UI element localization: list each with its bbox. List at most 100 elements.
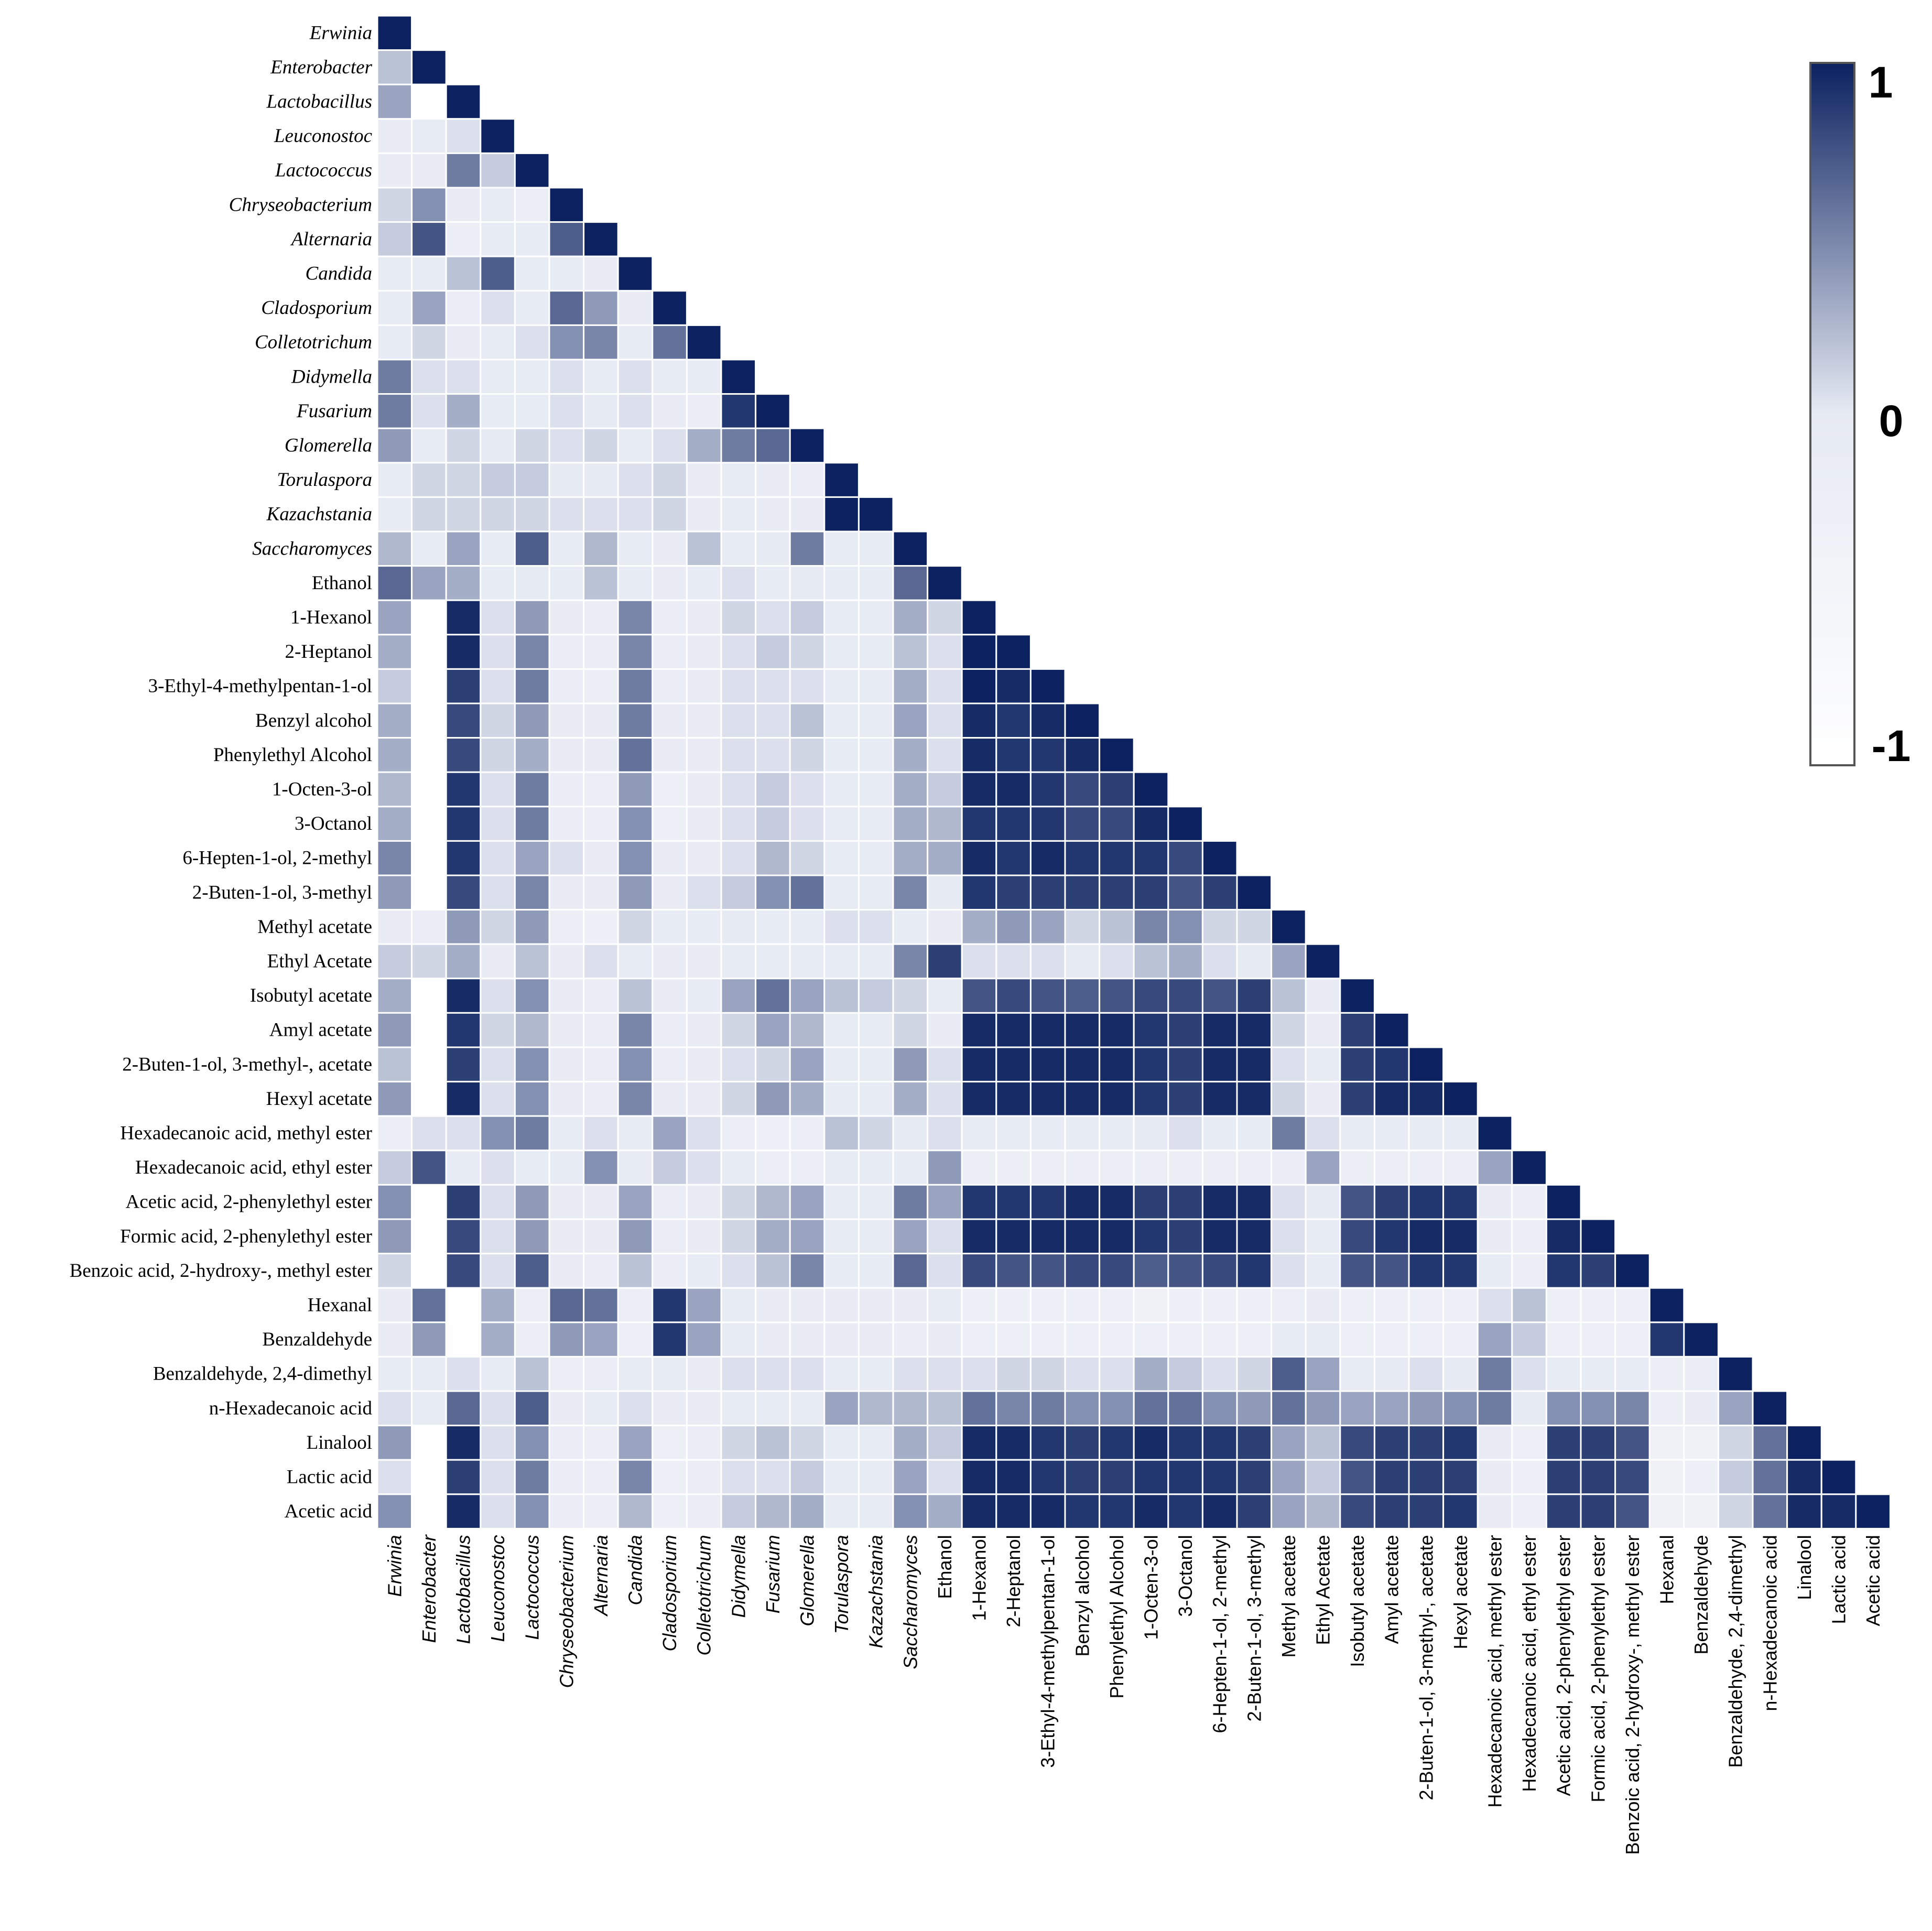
heatmap-cell [376,1115,413,1152]
heatmap-cell [927,668,963,704]
heatmap-cell [445,255,482,292]
heatmap-cell [720,634,757,670]
heatmap-cell [1683,1425,1719,1461]
heatmap-cell [1786,1425,1822,1461]
heatmap-cell [480,187,516,223]
heatmap-cell [617,978,654,1014]
heatmap-cell [686,1321,722,1358]
heatmap-cell [376,1218,413,1255]
heatmap-cell [514,152,550,189]
heatmap-cell [961,668,997,704]
heatmap-cell [1201,1012,1238,1048]
heatmap-cell [823,978,860,1014]
heatmap-cell [1064,702,1101,739]
heatmap-cell [789,1253,826,1289]
heatmap-cell [1271,1184,1307,1220]
heatmap-cell [720,1046,757,1083]
heatmap-cell [858,1425,894,1461]
heatmap-cell [686,565,722,601]
heatmap-cell [1133,1355,1169,1392]
heatmap-cell [652,737,688,773]
heatmap-cell [548,771,585,808]
heatmap-cell [514,462,550,498]
heatmap-cell [858,599,894,636]
heatmap-cell [755,1355,791,1392]
heatmap-cell [445,393,482,429]
heatmap-cell [617,496,654,533]
heatmap-cell [823,909,860,945]
heatmap-cell [583,806,619,842]
heatmap-cell [445,1493,482,1529]
heatmap-cell [548,1390,585,1427]
heatmap-cell [652,324,688,361]
heatmap-cell [1133,1459,1169,1495]
heatmap-cell [995,668,1032,704]
heatmap-cell [1099,1287,1135,1324]
heatmap-cell [1064,1425,1101,1461]
row-label: 2-Buten-1-ol, 3-methyl [192,882,372,903]
heatmap-cell [1029,737,1066,773]
heatmap-cell [1305,1012,1341,1048]
heatmap-cell [961,1012,997,1048]
heatmap-cell [583,530,619,567]
column-label: Acetic acid, 2-phenylethyl ester [1553,1535,1575,1796]
heatmap-cell [548,909,585,945]
heatmap-cell [995,771,1032,808]
heatmap-cell [686,943,722,980]
heatmap-cell [1580,1493,1616,1529]
heatmap-cell [961,1218,997,1255]
heatmap-cell [652,1012,688,1048]
heatmap-cell [995,806,1032,842]
heatmap-cell [480,1287,516,1324]
heatmap-cell [1339,1321,1375,1358]
heatmap-cell [1236,1046,1273,1083]
heatmap-cell [892,1081,929,1117]
heatmap-cell [1648,1459,1685,1495]
heatmap-cell [1133,1253,1169,1289]
heatmap-cell [1339,1287,1375,1324]
heatmap-cell [617,702,654,739]
heatmap-cell [1133,1493,1169,1529]
heatmap-cell [583,290,619,326]
column-label: Hexyl acetate [1450,1535,1471,1649]
heatmap-cell [1511,1149,1547,1186]
heatmap-cell [1271,1321,1307,1358]
heatmap-cell [480,427,516,464]
heatmap-cell [995,1149,1032,1186]
heatmap-cell [548,1012,585,1048]
heatmap-cell [1545,1253,1582,1289]
heatmap-cell [686,1115,722,1152]
heatmap-cell [1477,1253,1513,1289]
heatmap-cell [1029,1253,1066,1289]
heatmap-cell [686,1046,722,1083]
heatmap-cell [583,599,619,636]
row-label: Benzaldehyde [262,1329,372,1350]
heatmap-cell [1201,840,1238,876]
heatmap-cell [892,771,929,808]
heatmap-cell [1167,1115,1203,1152]
heatmap-cell [480,118,516,154]
heatmap-cell [858,1253,894,1289]
heatmap-cell [376,221,413,257]
heatmap-cell [1029,1493,1066,1529]
heatmap-cell [720,462,757,498]
heatmap-cell [1099,806,1135,842]
row-label: Hexadecanoic acid, methyl ester [120,1123,372,1144]
heatmap-cell [927,1046,963,1083]
heatmap-cell [1442,1184,1479,1220]
heatmap-cell [1133,1184,1169,1220]
heatmap-cell [514,221,550,257]
heatmap-cell [755,1081,791,1117]
heatmap-cell [1580,1390,1616,1427]
heatmap-cell [1339,1046,1375,1083]
heatmap-cell [1373,1493,1410,1529]
heatmap-cell [1408,1459,1445,1495]
heatmap-cell [1305,1390,1341,1427]
heatmap-cell [652,771,688,808]
heatmap-cell [411,840,447,876]
heatmap-cell [720,1321,757,1358]
heatmap-cell [927,1149,963,1186]
heatmap-cell [480,1321,516,1358]
heatmap-cell [1236,1012,1273,1048]
heatmap-cells [376,15,1891,1529]
